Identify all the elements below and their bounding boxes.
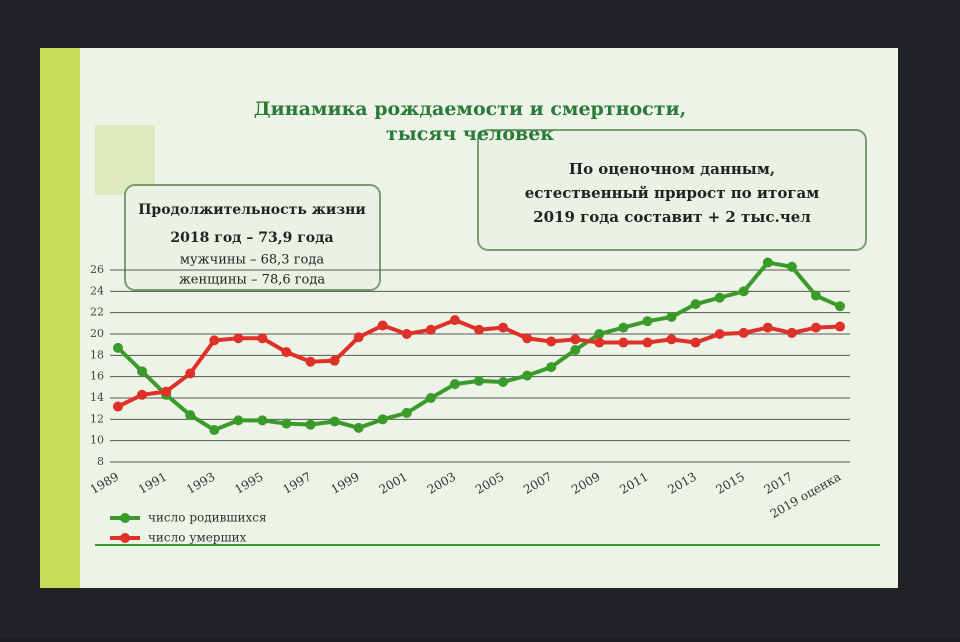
series-point [642,316,653,327]
series-point [209,425,220,435]
series-point [209,335,220,346]
series-point [762,322,773,333]
series-point [233,333,244,344]
series-point [618,337,629,348]
series-point [714,329,725,339]
legend-marker [120,533,130,543]
series-point [738,286,749,297]
y-tick-label: 16 [90,370,104,383]
series-point [305,356,316,367]
series-point [810,322,821,333]
series-point [113,342,123,353]
series-point [474,375,484,386]
info-box-right [477,129,867,251]
series-point [425,324,436,335]
series-point [714,292,725,303]
info-right-text: естественный прирост по итогам [525,184,820,202]
y-tick-label: 8 [97,455,104,468]
y-tick-label: 10 [90,434,104,447]
series-point [377,320,388,331]
series-point [594,329,605,339]
y-tick-label: 24 [90,284,104,297]
series-point [546,336,557,347]
info-left-text: Продолжительность жизни [138,202,366,218]
series-point [185,410,196,421]
series-point [449,315,460,326]
series-point [401,407,412,418]
series-point [137,389,148,400]
series-point [425,393,436,403]
series-point [498,322,509,333]
slide-stripe [40,48,80,588]
series-point [594,337,605,348]
y-tick-label: 20 [90,327,104,340]
legend-marker [120,513,130,523]
series-point [786,261,797,272]
series-point [353,332,364,343]
y-tick-label: 26 [90,263,104,276]
series-point [522,370,533,381]
y-tick-label: 12 [90,412,104,425]
series-point [762,257,773,268]
series-point [690,337,701,348]
series-point [618,322,629,333]
series-point [642,337,653,348]
info-left-text: 2018 год – 73,9 года [170,230,333,246]
series-point [522,333,533,344]
info-box-left [124,184,381,291]
series-point [546,362,557,373]
series-point [666,311,677,322]
series-point [474,324,484,335]
legend-label: число родившихся [148,511,267,525]
series-point [835,301,845,312]
series-point [137,366,148,377]
series-point [305,419,316,430]
y-tick-label: 18 [90,348,104,361]
y-tick-label: 14 [90,391,104,404]
series-point [786,327,797,338]
series-point [498,377,509,387]
series-point [329,355,340,366]
series-point [401,329,412,339]
emblem [95,125,155,195]
series-point [161,386,172,397]
series-point [281,418,292,429]
series-point [738,327,749,338]
series-point [233,415,244,426]
info-right-text: По оценочном данным, [569,160,775,178]
series-point [690,299,701,310]
series-point [257,333,268,344]
series-point [570,334,581,345]
series-point [835,321,845,332]
series-point [185,368,196,379]
series-point [257,415,268,426]
legend-label: число умерших [148,531,247,545]
series-point [353,422,364,433]
chart-title: Динамика рождаемости и смертности, [254,98,686,120]
series-point [810,290,821,301]
chart-title: тысяч человек [386,123,554,145]
info-right-text: 2019 года составит + 2 тыс.чел [533,208,811,226]
series-point [449,379,460,390]
series-point [570,345,581,355]
series-point [329,416,340,427]
series-point [113,401,123,412]
series-point [281,347,292,358]
info-left-text: женщины – 78,6 года [179,273,326,288]
series-point [377,414,388,425]
series-point [666,334,677,345]
y-tick-label: 22 [90,306,104,319]
info-left-text: мужчины – 68,3 года [180,253,324,268]
